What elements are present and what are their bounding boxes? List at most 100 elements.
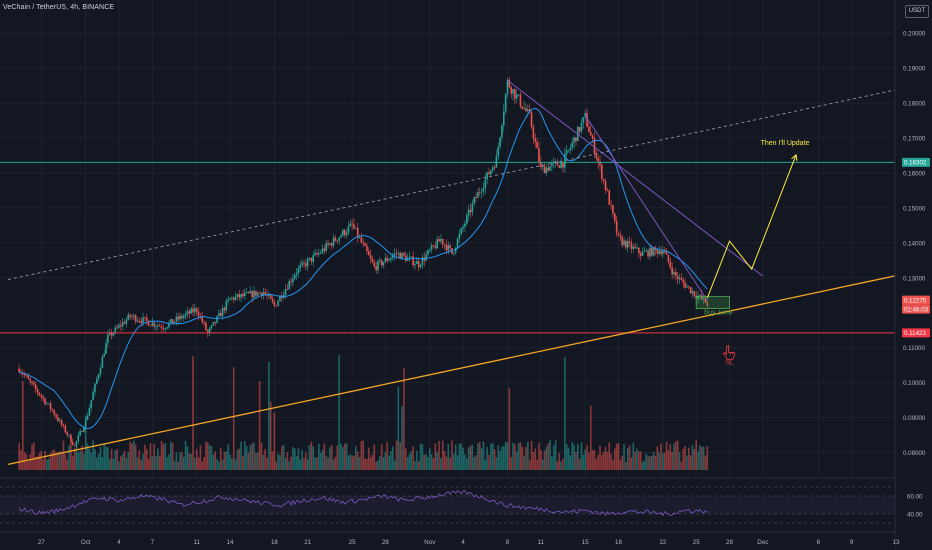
candle-body	[144, 317, 146, 319]
candle-body	[601, 165, 603, 180]
volume-bar	[195, 449, 198, 470]
candle-body	[536, 141, 538, 149]
volume-bar	[181, 452, 183, 470]
volume-bar	[512, 442, 514, 470]
time-tick-label: 11	[538, 539, 545, 546]
candle-body	[203, 321, 205, 323]
volume-bar	[327, 457, 329, 470]
candle-body	[686, 286, 688, 288]
candle-body	[125, 319, 128, 324]
volume-bar	[671, 451, 673, 470]
candle-body	[667, 254, 670, 262]
candle-body	[554, 161, 557, 163]
volume-bar	[599, 445, 601, 470]
volume-bar	[249, 445, 252, 470]
candle-body	[264, 292, 266, 295]
volume-bar	[608, 442, 611, 470]
volume-bar	[704, 455, 707, 470]
projection-arrowhead	[791, 153, 798, 161]
candle-body	[427, 250, 429, 255]
candle-body	[364, 243, 366, 246]
volume-bar	[340, 443, 342, 470]
candle-body	[473, 197, 475, 204]
volume-bar	[623, 443, 625, 470]
candle-body	[197, 311, 200, 317]
volume-bar	[406, 457, 409, 470]
volume-bar	[454, 444, 457, 470]
volume-bar	[658, 452, 660, 470]
volume-bar	[240, 441, 242, 470]
volume-bar	[234, 459, 237, 470]
volume-bar	[114, 450, 117, 470]
currency-button[interactable]: USDT	[905, 5, 929, 18]
volume-bar	[51, 450, 54, 470]
candle-body	[649, 247, 651, 257]
candle-body	[430, 245, 433, 250]
volume-bar	[219, 448, 222, 470]
volume-bar	[275, 461, 278, 470]
candle-body	[521, 106, 524, 109]
price-tick-label: 0.08000	[903, 450, 926, 457]
volume-bar	[466, 458, 468, 470]
candle-body	[79, 431, 81, 436]
volume-bar	[57, 452, 59, 470]
candle-body	[532, 127, 535, 139]
candle-body	[440, 239, 442, 242]
volume-bar	[168, 454, 170, 470]
candle-body	[665, 252, 668, 255]
volume-bar	[665, 441, 668, 470]
candle-body	[366, 245, 368, 252]
candle-body	[234, 296, 237, 300]
volume-bar	[564, 357, 566, 470]
volume-bar	[22, 381, 24, 470]
candle-body	[214, 321, 216, 323]
candle-body	[327, 243, 329, 245]
candle-body	[71, 441, 74, 445]
volume-bar	[86, 443, 89, 470]
candle-body	[173, 321, 176, 324]
time-tick-label: 11	[193, 539, 200, 546]
candle-body	[545, 167, 548, 174]
volume-bar	[138, 450, 141, 470]
volume-bar	[521, 446, 524, 470]
volume-bar	[447, 443, 450, 470]
volume-bar	[360, 440, 363, 470]
volume-bar	[571, 441, 574, 470]
volume-bar	[501, 446, 503, 470]
volume-bar	[97, 453, 100, 470]
candle-body	[675, 272, 677, 276]
volume-bar	[299, 459, 302, 470]
candle-body	[367, 251, 370, 256]
candle-body	[310, 257, 313, 262]
candle-body	[438, 239, 440, 242]
candle-body	[540, 162, 542, 168]
volume-bar	[31, 444, 33, 470]
candle-body	[334, 237, 337, 241]
countdown-label-bg	[902, 304, 930, 314]
candle-body	[547, 167, 549, 171]
candle-body	[379, 260, 381, 261]
volume-bar	[427, 457, 429, 470]
candle-body	[105, 342, 107, 354]
volume-bar	[460, 443, 463, 470]
volume-bar	[105, 446, 107, 470]
volume-bar	[441, 440, 444, 470]
volume-bar	[332, 459, 335, 470]
candle-body	[454, 247, 457, 253]
candle-body	[62, 425, 65, 426]
volume-bar	[160, 440, 163, 470]
candle-body	[218, 312, 220, 317]
volume-bar	[656, 446, 659, 470]
volume-bar	[695, 440, 697, 470]
volume-bar	[295, 456, 298, 470]
volume-bar	[510, 457, 512, 470]
volume-bar	[286, 452, 289, 470]
candle-body	[671, 267, 673, 275]
candle-body	[269, 295, 272, 299]
candle-body	[525, 108, 527, 112]
volume-bar	[575, 452, 577, 470]
candle-body	[663, 250, 666, 253]
candle-body	[486, 172, 488, 180]
price-tick-label: 0.09000	[903, 415, 926, 422]
